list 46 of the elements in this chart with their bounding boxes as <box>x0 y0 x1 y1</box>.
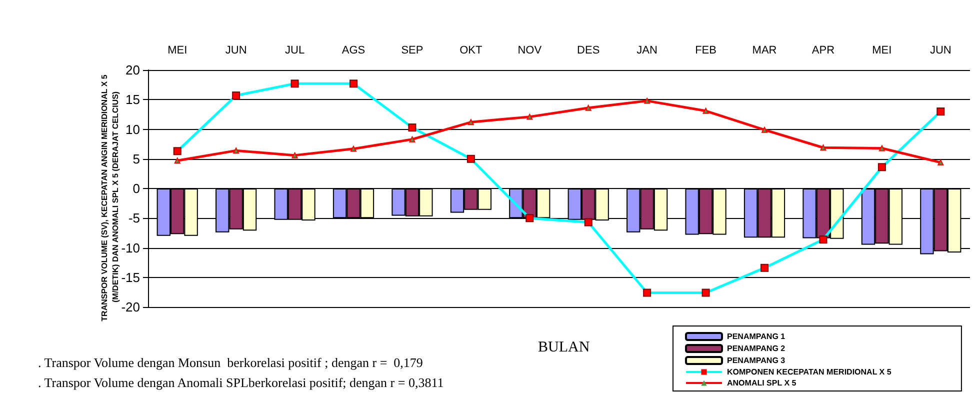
point <box>762 126 768 133</box>
point <box>526 114 533 120</box>
x-tick-label: MEI <box>872 44 892 56</box>
y-tick-label: 0 <box>132 181 140 196</box>
x-tick-label: DES <box>577 44 600 56</box>
legend-label: ANOMALI SPL X 5 <box>727 378 797 388</box>
point <box>644 98 650 104</box>
x-tick-label: NOV <box>518 44 542 56</box>
x-tick-label: JUN <box>930 44 952 56</box>
legend-label: PENAMPANG 2 <box>727 344 786 353</box>
x-tick-label: AGS <box>342 44 366 56</box>
x-tick-label: SEP <box>401 44 424 56</box>
text: . Transpor Volume dengan Monsun berkorelasi positif ; dengan r = 0,179 <box>38 355 423 370</box>
y-tick-label: 5 <box>132 151 140 166</box>
y-tick-label: -10 <box>121 240 140 256</box>
point <box>702 108 709 114</box>
point <box>878 145 885 152</box>
y-tick-label: 20 <box>126 62 140 78</box>
text: . Transpor Volume dengan Anomali SPLberkorelasi positif; dengan r = 0,3811 <box>38 375 444 390</box>
y-axis-title: TRANSPOR VOLUME (SV), KECEPATAN ANGIN MERIDIONAL X 5 (M/DETIK) DAN ANOMALI SPL X 5 (DERAJAT CELCIUS) <box>100 74 120 322</box>
x-tick-label: FEB <box>695 44 716 56</box>
x-tick-label: JAN <box>636 44 658 56</box>
point <box>233 148 240 154</box>
point <box>468 119 474 126</box>
legend-label: KOMPONEN KECEPATAN MERIDIONAL X 5 <box>727 368 892 376</box>
y-tick-label: 10 <box>126 122 140 137</box>
point <box>292 152 298 158</box>
legend-label: PENAMPANG 3 <box>727 356 786 365</box>
legend-label: PENAMPANG 1 <box>727 332 786 341</box>
x-tick-label: JUN <box>225 44 247 56</box>
x-tick-label: APR <box>812 44 835 56</box>
point <box>585 104 592 111</box>
x-tick-label: MAR <box>752 44 777 56</box>
x-tick-label: OKT <box>460 44 483 56</box>
x-axis-title: BULAN <box>538 340 590 356</box>
point <box>350 146 356 152</box>
point <box>409 136 416 142</box>
point <box>938 159 944 166</box>
x-tick-label: MEI <box>168 44 188 56</box>
y-tick-label: 15 <box>126 92 140 108</box>
y-tick-label: -15 <box>121 270 140 285</box>
y-tick-label: -5 <box>128 210 140 226</box>
x-tick-label: JUL <box>285 44 305 56</box>
y-tick-label: -20 <box>121 300 140 314</box>
point <box>174 158 180 164</box>
point <box>820 144 826 151</box>
